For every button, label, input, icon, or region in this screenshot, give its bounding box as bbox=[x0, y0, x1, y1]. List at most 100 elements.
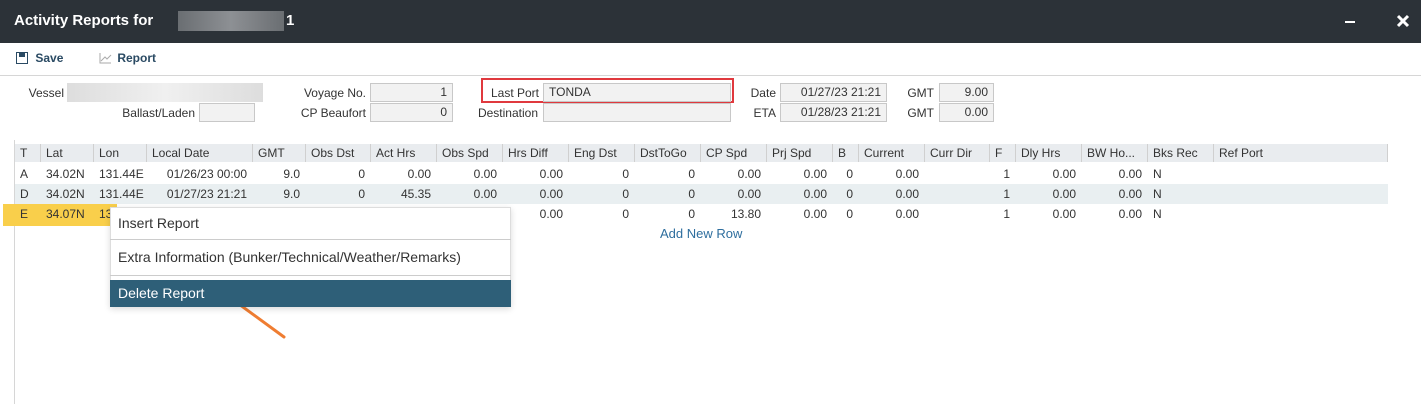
table-row[interactable]: E 34.07N 13 0.00 0 0 13.80 0.00 0 0.00 1 0.00 0.00 N bbox=[15, 204, 1388, 224]
table-cell: 0.00 bbox=[737, 167, 761, 181]
table-cell: 01/26/23 00:00 bbox=[166, 167, 247, 181]
table-cell: 0 bbox=[622, 167, 629, 181]
column-header[interactable]: DstToGo bbox=[635, 144, 701, 162]
field-label: GMT bbox=[907, 106, 934, 120]
field-input[interactable] bbox=[67, 83, 263, 102]
table-cell: N bbox=[1153, 187, 1162, 201]
column-header[interactable]: Local Date bbox=[147, 144, 253, 162]
close-button[interactable] bbox=[1396, 14, 1410, 28]
table-cell: 9.0 bbox=[283, 167, 300, 181]
column-header[interactable]: T bbox=[15, 144, 41, 162]
table-cell: 34.07N bbox=[46, 207, 85, 221]
field-input[interactable] bbox=[543, 103, 731, 122]
field-input[interactable]: 1 bbox=[370, 83, 453, 102]
table-cell: 0 bbox=[622, 207, 629, 221]
table-cell: 0.00 bbox=[539, 167, 563, 181]
table-cell: 0.00 bbox=[1052, 187, 1076, 201]
column-header[interactable]: B bbox=[833, 144, 859, 162]
column-header[interactable]: Lat bbox=[41, 144, 94, 162]
column-header[interactable]: Eng Dst bbox=[569, 144, 635, 162]
table-row[interactable]: D 34.02N 131.44E 01/27/23 21:21 9.0 0 45.35 0.0… bbox=[15, 184, 1388, 204]
save-label: Save bbox=[35, 51, 64, 65]
table-cell: 0.00 bbox=[803, 187, 827, 201]
field-input[interactable]: 01/27/23 21:21 bbox=[780, 83, 887, 102]
table-cell: 0 bbox=[846, 167, 853, 181]
field-input[interactable]: 0 bbox=[370, 103, 453, 122]
column-header[interactable]: Hrs Diff bbox=[503, 144, 569, 162]
table-cell: 131.44E bbox=[99, 187, 144, 201]
field-label: Vessel bbox=[28, 86, 64, 100]
table-cell: 0.00 bbox=[539, 207, 563, 221]
table-cell: 34.02N bbox=[46, 187, 85, 201]
save-button[interactable]: Save bbox=[16, 51, 63, 65]
menu-separator bbox=[110, 275, 511, 276]
menu-item[interactable]: Insert Report bbox=[118, 215, 199, 231]
table-cell: 0 bbox=[846, 207, 853, 221]
column-header[interactable]: CP Spd bbox=[701, 144, 767, 162]
table-cell: 1 bbox=[1003, 207, 1010, 221]
column-header[interactable]: Prj Spd bbox=[767, 144, 833, 162]
menu-separator bbox=[110, 239, 511, 240]
selected-row-highlight bbox=[3, 204, 117, 226]
table-cell: 45.35 bbox=[400, 187, 431, 201]
field-input[interactable]: 01/28/23 21:21 bbox=[780, 103, 887, 122]
table-cell: 0.00 bbox=[895, 167, 919, 181]
column-header[interactable]: GMT bbox=[253, 144, 306, 162]
table-cell: N bbox=[1153, 167, 1162, 181]
field-input[interactable]: 0.00 bbox=[939, 103, 994, 122]
table-cell: 34.02N bbox=[46, 167, 85, 181]
table-cell: E bbox=[20, 207, 29, 221]
field-label: CP Beaufort bbox=[300, 106, 366, 120]
table-cell: 0.00 bbox=[1052, 207, 1076, 221]
field-input[interactable]: TONDA bbox=[543, 83, 731, 102]
menu-item[interactable]: Extra Information (Bunker/Technical/Weat… bbox=[118, 249, 461, 265]
column-header[interactable]: Act Hrs bbox=[371, 144, 437, 162]
add-row-link[interactable]: Add New Row bbox=[660, 226, 743, 241]
table-cell: 1 bbox=[1003, 167, 1010, 181]
table-cell: 13.80 bbox=[730, 207, 761, 221]
title-bar: Activity Reports for 1 bbox=[0, 0, 1421, 43]
table-cell: 0.00 bbox=[1118, 207, 1142, 221]
field-label: Date bbox=[750, 86, 776, 100]
table-cell: 0.00 bbox=[803, 167, 827, 181]
dialog-title-suffix: 1 bbox=[286, 12, 295, 29]
table-cell: 0.00 bbox=[539, 187, 563, 201]
highlight-box bbox=[481, 78, 734, 103]
table-cell: 0.00 bbox=[737, 187, 761, 201]
column-header[interactable]: Dly Hrs bbox=[1016, 144, 1082, 162]
table-cell: A bbox=[20, 167, 29, 181]
table-row[interactable]: A 34.02N 131.44E 01/26/23 00:00 9.0 0 0.00 0.00… bbox=[15, 164, 1388, 184]
menu-item[interactable]: Delete Report bbox=[110, 280, 511, 307]
table-cell: 0 bbox=[688, 207, 695, 221]
table-cell: 0.00 bbox=[473, 167, 497, 181]
column-header[interactable]: Ref Port bbox=[1214, 144, 1388, 162]
report-button[interactable]: Report bbox=[99, 51, 156, 65]
table-cell: 0.00 bbox=[895, 187, 919, 201]
minimize-button[interactable] bbox=[1343, 14, 1359, 30]
table-cell: 9.0 bbox=[283, 187, 300, 201]
field-label: GMT bbox=[907, 86, 934, 100]
column-header[interactable]: Obs Dst bbox=[306, 144, 371, 162]
column-header[interactable]: BW Ho... bbox=[1082, 144, 1148, 162]
grid-border bbox=[14, 140, 15, 404]
table-cell: 0 bbox=[622, 187, 629, 201]
column-header[interactable]: Bks Rec bbox=[1148, 144, 1214, 162]
toolbar-divider bbox=[0, 75, 1421, 76]
column-header[interactable]: Lon bbox=[94, 144, 147, 162]
save-icon bbox=[16, 52, 28, 64]
table-cell: 0 bbox=[358, 167, 365, 181]
table-cell: 13 bbox=[99, 207, 113, 221]
column-header[interactable]: Curr Dir bbox=[925, 144, 990, 162]
field-input[interactable]: 9.00 bbox=[939, 83, 994, 102]
table-cell: 0 bbox=[688, 187, 695, 201]
column-header[interactable]: F bbox=[990, 144, 1016, 162]
table-cell: 131.44E bbox=[99, 167, 144, 181]
redacted-name bbox=[178, 11, 284, 31]
table-cell: N bbox=[1153, 207, 1162, 221]
table-cell: 1 bbox=[1003, 187, 1010, 201]
report-label: Report bbox=[117, 51, 157, 65]
column-header[interactable]: Obs Spd bbox=[437, 144, 503, 162]
field-label: Destination bbox=[477, 106, 538, 120]
field-input[interactable] bbox=[199, 103, 255, 122]
column-header[interactable]: Current bbox=[859, 144, 925, 162]
